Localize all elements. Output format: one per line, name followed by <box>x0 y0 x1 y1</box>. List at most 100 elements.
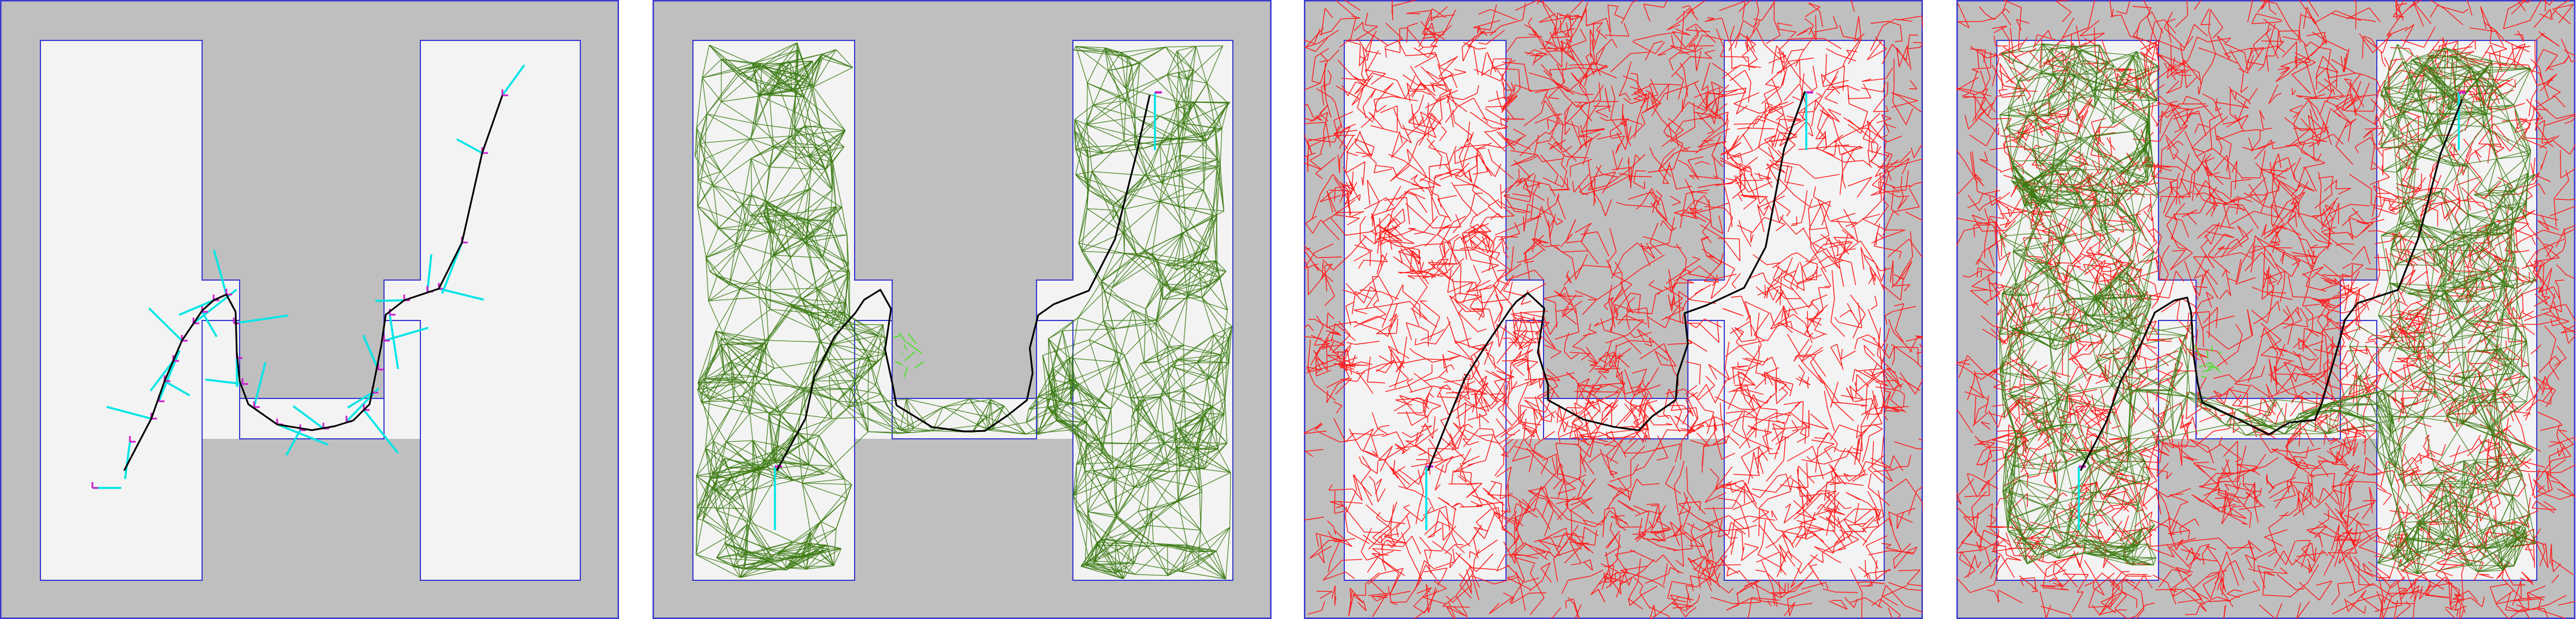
graph-edge <box>745 382 770 414</box>
graph-edge <box>1073 462 1113 496</box>
graph-edge <box>1198 262 1227 272</box>
tree-edge <box>1697 184 1716 188</box>
graph-edge <box>1183 296 1188 345</box>
tree-edge <box>1850 568 1863 592</box>
tree-edge <box>1528 23 1537 36</box>
tree-edge <box>1854 316 1860 325</box>
tree-edge <box>1725 411 1746 413</box>
tree-edge <box>1607 175 1631 188</box>
tree-edge <box>1812 65 1818 88</box>
tree-edge <box>1628 581 1639 600</box>
graph-edge <box>704 373 725 379</box>
tree-edge <box>1440 170 1464 181</box>
graph-edge <box>698 344 721 383</box>
graph-edge <box>799 342 821 388</box>
tree-edge <box>1893 441 1918 449</box>
tree-edge <box>1415 506 1420 524</box>
tree-edge <box>1796 468 1801 497</box>
graph-edge <box>729 284 759 298</box>
graph-edge <box>831 232 850 273</box>
tree-edge <box>1494 310 1503 325</box>
tree-edge <box>1725 345 1740 357</box>
tree-edge <box>1751 597 1780 601</box>
tree-edge <box>1304 423 1323 434</box>
graph-edge <box>1199 472 1231 488</box>
tree-edge <box>1614 6 1619 15</box>
graph-edge <box>1144 201 1161 252</box>
tree-edge <box>1762 272 1767 282</box>
tree-edge <box>1880 384 1886 409</box>
tree-edge <box>1772 265 1780 279</box>
tree-edge <box>1694 284 1712 295</box>
graph-edge <box>976 405 1005 426</box>
tree-edge <box>1649 84 1658 107</box>
graph-edge <box>1170 366 1208 381</box>
graph-edge <box>1145 308 1159 362</box>
graph-edge <box>1227 338 1229 353</box>
tree-edge <box>1773 288 1779 301</box>
tree-edge <box>1874 295 1878 305</box>
tree-edge <box>1660 584 1665 588</box>
graph-edge <box>1157 259 1199 263</box>
tree-edge <box>1419 176 1427 182</box>
graph-edge <box>745 225 770 233</box>
tree-edge <box>1512 315 1522 323</box>
graph-edge <box>1167 544 1192 553</box>
tree-edge <box>1441 126 1447 132</box>
graph-edge <box>695 156 714 186</box>
tree-edge <box>1810 355 1816 363</box>
graph-edge <box>1116 487 1135 516</box>
tree-edge <box>1473 27 1491 31</box>
graph-edge <box>779 381 813 412</box>
graph-edge <box>1177 501 1201 531</box>
tree-edge <box>1680 26 1684 51</box>
tree-edge <box>1481 264 1499 273</box>
tree-edge <box>1559 176 1570 191</box>
tree-edge <box>1722 180 1729 203</box>
graph-edge <box>720 171 751 216</box>
tree-edge <box>1708 364 1717 380</box>
graph-edge <box>837 380 856 402</box>
graph-edge <box>818 435 833 467</box>
tree-edge <box>1744 524 1757 529</box>
graph-edge <box>905 398 909 433</box>
graph-edge <box>810 342 821 390</box>
graph-edge <box>1113 175 1145 219</box>
tree-edge <box>1773 591 1795 595</box>
tree-edge <box>1481 69 1491 76</box>
graph-edge <box>745 344 763 383</box>
tree-edge <box>1304 451 1314 457</box>
tree-edge <box>1758 524 1772 542</box>
tree-edge <box>1782 66 1788 86</box>
tree-edge <box>1568 147 1582 161</box>
graph-edge <box>1086 124 1136 137</box>
graph-edge <box>787 125 806 143</box>
tree-edge <box>1806 366 1824 384</box>
tree-edge <box>1597 133 1622 140</box>
tree-edge <box>1831 448 1846 473</box>
tree-edge <box>1561 307 1570 318</box>
graph-edge <box>1168 550 1217 576</box>
tree-edge <box>1462 456 1480 465</box>
tree-edge <box>1339 364 1348 371</box>
graph-edge <box>1220 165 1225 211</box>
graph-edge <box>1173 167 1217 178</box>
graph-edge <box>695 128 698 156</box>
tree-edge <box>1513 128 1526 136</box>
graph-edge <box>1165 46 1196 48</box>
graph-edge <box>1084 471 1088 512</box>
tree-edge <box>1513 118 1525 120</box>
tree-edge <box>1776 270 1783 284</box>
tree-edge <box>1832 446 1840 452</box>
tree-edge <box>1429 113 1436 120</box>
graph-edge <box>806 207 842 237</box>
tree-edge <box>1451 508 1456 534</box>
tree-edge <box>1471 308 1490 310</box>
graph-edge <box>696 534 732 555</box>
graph-edge <box>1073 479 1114 497</box>
tree-edge <box>1417 127 1436 142</box>
tree-edge <box>1454 340 1472 360</box>
graph-edge <box>821 54 853 68</box>
tree-edge <box>1395 38 1403 43</box>
graph-edge <box>1073 130 1088 184</box>
